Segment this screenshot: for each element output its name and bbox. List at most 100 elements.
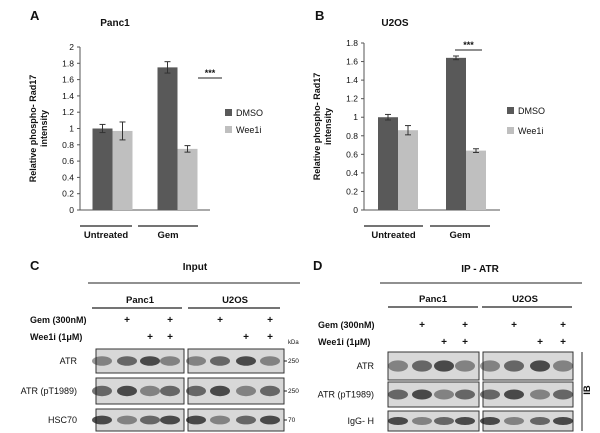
blot-band — [480, 360, 500, 372]
legend-swatch-dmso — [225, 109, 232, 116]
y-tick-label: 1 — [353, 112, 358, 122]
bar-dmso-gem — [157, 67, 178, 210]
y-axis-label: Relative phospho- Rad17 — [28, 75, 38, 183]
blot-band — [434, 389, 454, 400]
bar-dmso-untreated — [378, 117, 398, 210]
category-label: Untreated — [371, 230, 416, 241]
treatment-plus: + — [537, 337, 543, 348]
blot-band — [530, 360, 550, 372]
legend-swatch-wee1i — [507, 127, 514, 134]
blot-band — [412, 389, 432, 400]
y-tick-label: 1.2 — [62, 107, 74, 117]
legend-swatch-wee1i — [225, 126, 232, 133]
cell-line-label: Panc1 — [126, 295, 155, 306]
blot-band — [210, 415, 230, 425]
y-axis-label: intensity — [323, 108, 333, 145]
blot-band — [160, 385, 180, 397]
blot-band — [530, 389, 550, 400]
y-tick-label: 1.6 — [62, 75, 74, 85]
treatment-plus: + — [560, 320, 566, 331]
blot-band — [260, 415, 280, 425]
y-tick-label: 1 — [69, 124, 74, 134]
chart-title: U2OS — [381, 18, 409, 29]
blot-band — [92, 415, 112, 425]
blot-band — [186, 415, 206, 425]
bar-wee1i-gem — [466, 150, 486, 210]
y-tick-label: 2 — [69, 42, 74, 52]
y-tick-label: 0.2 — [346, 186, 358, 196]
panel-letter-c: C — [30, 258, 40, 273]
blot-band — [236, 385, 256, 397]
y-tick-label: 0 — [69, 205, 74, 215]
blot-band — [160, 356, 180, 366]
ib-label: IB — [582, 385, 593, 395]
treatment-plus: + — [147, 332, 153, 343]
treatment-plus: + — [167, 332, 173, 343]
y-tick-label: 0.2 — [62, 189, 74, 199]
y-tick-label: 1.4 — [346, 75, 358, 85]
y-tick-label: 1.4 — [62, 91, 74, 101]
y-tick-label: 0.6 — [346, 149, 358, 159]
blot-band — [117, 385, 137, 397]
y-axis-label: Relative phospho- Rad17 — [312, 73, 322, 181]
blot-band — [553, 417, 573, 425]
y-tick-label: 0.6 — [62, 156, 74, 166]
kda-value: 70 — [288, 417, 296, 424]
category-label: Untreated — [84, 230, 129, 241]
blot-header: Input — [183, 262, 208, 273]
blot-band — [412, 360, 432, 372]
blot-row-label: ATR — [357, 361, 375, 371]
blot-band — [455, 389, 475, 400]
blot-band — [186, 356, 206, 366]
y-tick-label: 0 — [353, 205, 358, 215]
cell-line-label: U2OS — [222, 295, 248, 306]
treatment-plus: + — [560, 337, 566, 348]
blot-band — [236, 415, 256, 425]
blot-row-label: ATR (pT1989) — [318, 390, 374, 400]
blot-band — [480, 417, 500, 425]
treatment-plus: + — [243, 332, 249, 343]
blot-frame — [482, 351, 574, 381]
blot-band — [455, 417, 475, 425]
blot-band — [210, 356, 230, 366]
treatment-label: Gem (300nM) — [30, 315, 87, 325]
legend-label-wee1i: Wee1i — [518, 126, 543, 136]
blot-band — [455, 360, 475, 372]
significance-marker: *** — [463, 40, 474, 50]
y-tick-label: 0.8 — [346, 131, 358, 141]
blot-band — [160, 415, 180, 425]
treatment-label: Gem (300nM) — [318, 320, 375, 330]
treatment-plus: + — [167, 315, 173, 326]
blot-band — [140, 356, 160, 366]
chart-title: Panc1 — [100, 18, 130, 29]
blot-band — [140, 415, 160, 425]
blot-band — [504, 360, 524, 372]
blot-band — [186, 385, 206, 397]
blot-band — [236, 356, 256, 366]
blot-band — [388, 417, 408, 425]
bar-dmso-gem — [446, 57, 466, 210]
bar-wee1i-gem — [177, 148, 198, 210]
y-tick-label: 1.2 — [346, 94, 358, 104]
cell-line-label: Panc1 — [419, 294, 448, 305]
category-label: Gem — [449, 230, 470, 241]
legend-label-wee1i: Wee1i — [236, 125, 261, 135]
blot-row-label: IgG- H — [347, 416, 374, 426]
y-tick-label: 1.6 — [346, 57, 358, 67]
blot-band — [553, 389, 573, 400]
blot-band — [117, 356, 137, 366]
blot-frame — [387, 351, 480, 381]
blot-band — [434, 360, 454, 372]
blot-band — [388, 389, 408, 400]
blot-band — [504, 389, 524, 400]
treatment-plus: + — [267, 332, 273, 343]
bar-wee1i-untreated — [398, 130, 418, 210]
blot-row-label: HSC70 — [48, 415, 77, 425]
kda-value: 250 — [288, 388, 299, 395]
panel-letter-d: D — [313, 258, 322, 273]
treatment-plus: + — [462, 337, 468, 348]
y-tick-label: 0.4 — [346, 168, 358, 178]
blot-band — [92, 385, 112, 397]
legend-label-dmso: DMSO — [236, 108, 263, 118]
y-tick-label: 0.8 — [62, 140, 74, 150]
